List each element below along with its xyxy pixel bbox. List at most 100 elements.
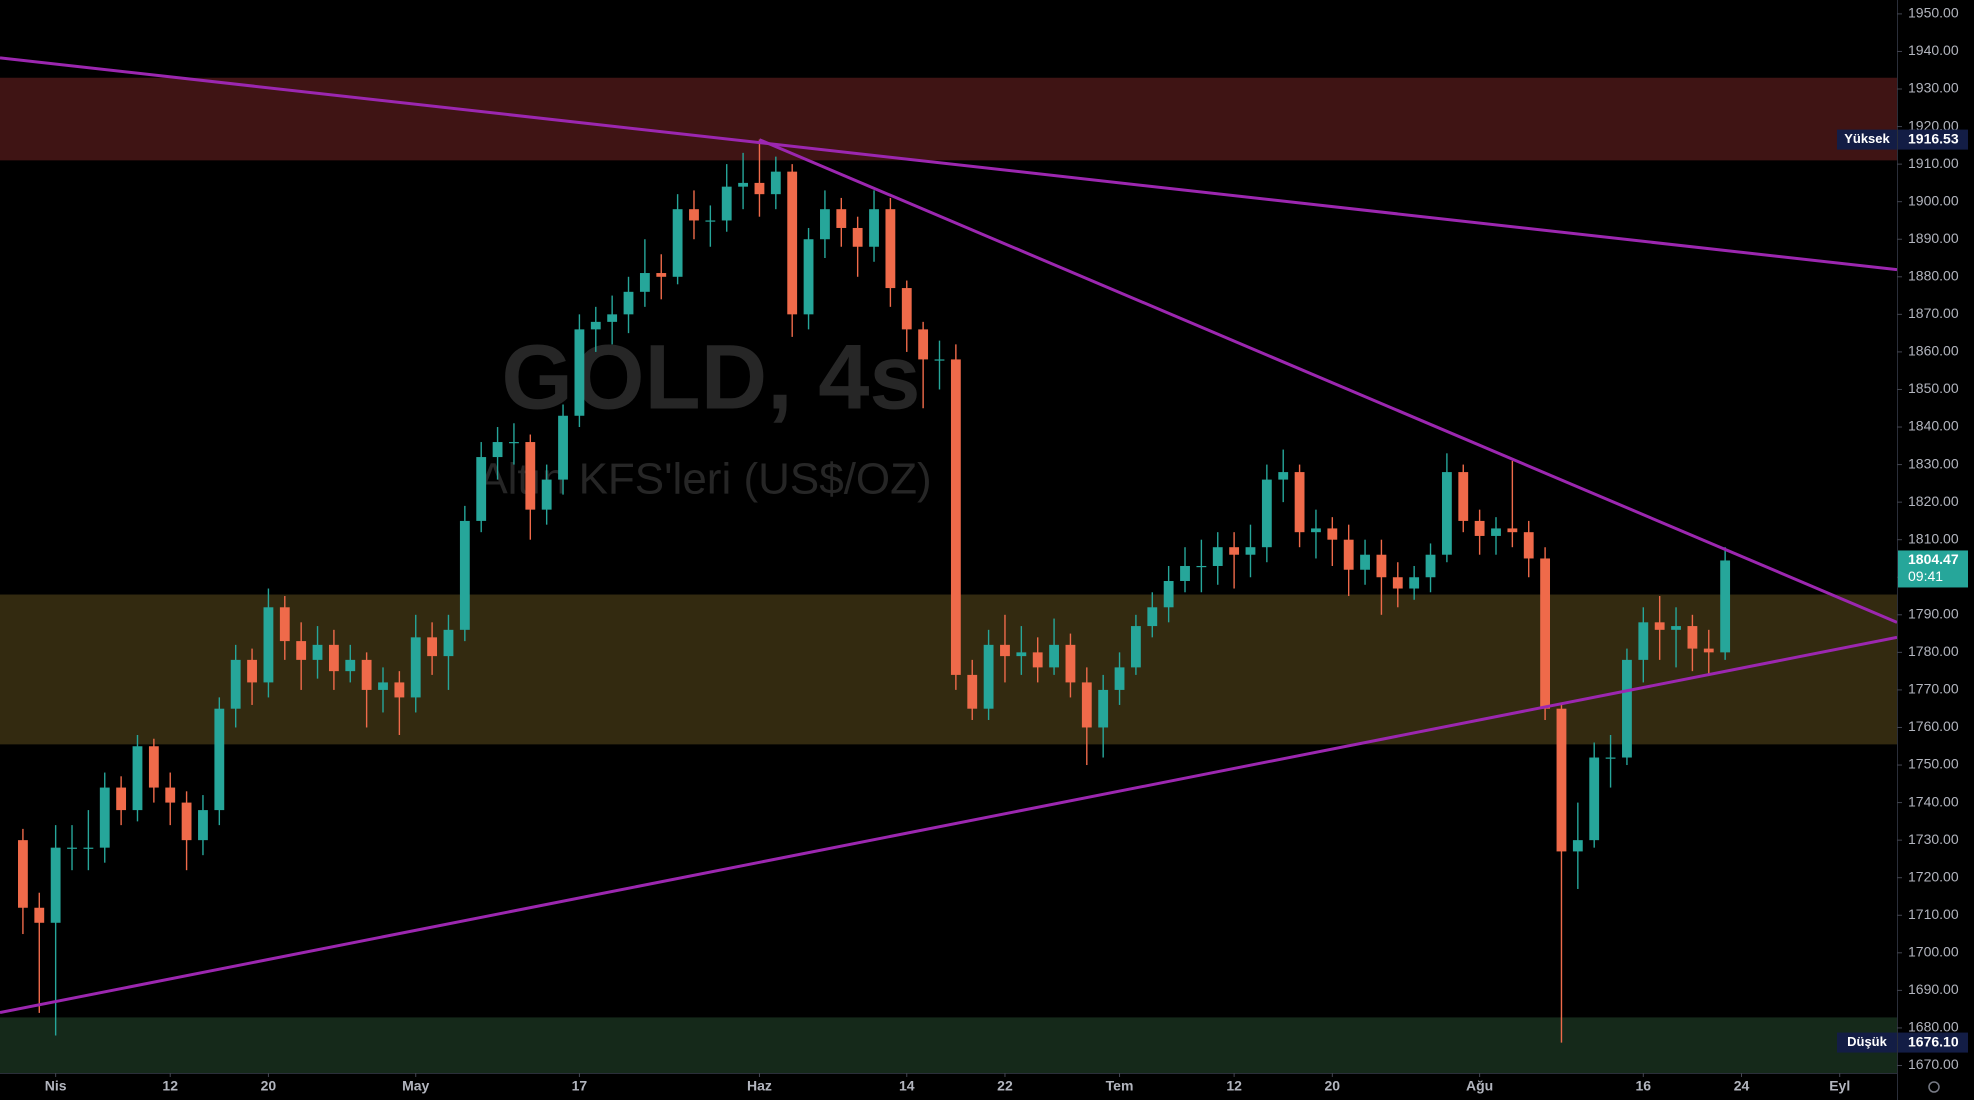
trend-line (0, 56, 1897, 272)
y-tick-label: 1700.00 (1908, 944, 1959, 960)
candle-body (50, 847, 61, 923)
candle-body (590, 321, 601, 330)
candle-body (836, 209, 847, 228)
candle-body (1572, 840, 1583, 852)
candle-body (1540, 558, 1551, 709)
candle-body (689, 209, 699, 221)
candle-body (459, 520, 470, 630)
candle-body (1245, 547, 1256, 555)
trend-line (758, 138, 1897, 624)
x-tick-label: 17 (572, 1078, 588, 1094)
y-tick-label: 1900.00 (1908, 192, 1959, 208)
trend-lines (0, 56, 1897, 1015)
y-tick-label: 1790.00 (1908, 606, 1959, 622)
candle-body (1016, 652, 1027, 657)
y-tick-label: 1690.00 (1908, 981, 1959, 997)
candle-body (721, 186, 732, 221)
candle-body (18, 840, 28, 908)
candle-body (34, 907, 45, 923)
y-tick-label: 1860.00 (1908, 343, 1959, 359)
candle-body (967, 674, 978, 709)
candle-body (99, 787, 110, 848)
candle-body (918, 329, 929, 360)
candle-body (901, 288, 912, 330)
candle-body (1081, 682, 1092, 728)
candle-body (1229, 547, 1240, 555)
candle-body (181, 802, 192, 841)
candle-body (1425, 554, 1436, 578)
x-tick-label: Haz (747, 1078, 772, 1094)
candle-body (1065, 644, 1076, 683)
y-tick-label: 1710.00 (1908, 906, 1959, 922)
candle-body (1147, 607, 1158, 627)
y-tick-label: 1730.00 (1908, 831, 1959, 847)
candle-body (214, 708, 225, 811)
candle-body (525, 442, 536, 510)
candle-body (623, 291, 634, 315)
candle-body (132, 746, 143, 811)
y-tick-label: 1820.00 (1908, 493, 1959, 509)
candle-body (1261, 479, 1272, 548)
candle-body (934, 359, 945, 361)
candle-body (296, 641, 307, 660)
candle-body (1376, 554, 1387, 578)
candle-body (541, 479, 552, 510)
y-tick-label: 1920.00 (1908, 117, 1959, 133)
candle-body (1114, 667, 1125, 690)
last-price-box (1898, 550, 1968, 588)
marker-name-box (1837, 129, 1897, 150)
candle-body (1507, 528, 1518, 533)
candle-body (361, 659, 372, 690)
last-price: 1804.47 (1908, 551, 1959, 567)
y-tick-label: 1670.00 (1908, 1056, 1959, 1072)
y-tick-label: 1840.00 (1908, 418, 1959, 434)
zone (0, 1017, 1897, 1073)
x-tick-label: 24 (1734, 1078, 1750, 1094)
candle-body (476, 457, 487, 521)
candle-body (950, 359, 961, 675)
candle-body (738, 182, 748, 187)
candle-body (558, 415, 568, 480)
x-tick-label: Eyl (1829, 1078, 1850, 1094)
y-tick-label: 1760.00 (1908, 718, 1959, 734)
candle-body (1556, 708, 1567, 852)
x-tick-label: Nis (45, 1078, 67, 1094)
candle-body (378, 682, 388, 690)
candle-body (1491, 528, 1501, 536)
x-tick-label: 20 (1325, 1078, 1341, 1094)
zone (0, 594, 1897, 745)
x-tick-label: May (402, 1078, 429, 1094)
candle-body (1687, 626, 1698, 649)
candle-body (672, 209, 683, 277)
x-tick-label: 12 (162, 1078, 178, 1094)
candle-body (574, 329, 585, 416)
candle-body (1327, 528, 1338, 540)
settings-icon[interactable] (1928, 1081, 1940, 1093)
x-tick-label: 12 (1226, 1078, 1242, 1094)
candle-body (83, 847, 94, 849)
candle-body (1441, 472, 1452, 555)
candle-body (1032, 652, 1043, 668)
y-tick-label: 1950.00 (1908, 5, 1959, 21)
candle-body (656, 273, 667, 277)
x-tick-label: Ağu (1466, 1078, 1493, 1094)
candle-body (312, 644, 323, 660)
candle-body (705, 220, 716, 222)
candle-body (509, 442, 519, 444)
watermark-subtitle: Altın KFS'leri (US$/OZ) (478, 455, 931, 504)
marker-value-box (1898, 1032, 1968, 1053)
candle-body (1311, 528, 1321, 533)
candle-body (852, 227, 863, 247)
x-tick-label: 14 (899, 1078, 915, 1094)
watermark-title: GOLD, 4s (501, 326, 920, 428)
candle-body (1638, 622, 1649, 660)
y-tick-label: 1750.00 (1908, 756, 1959, 772)
candle-body (1098, 689, 1109, 728)
x-tick-label: Tem (1106, 1078, 1134, 1094)
x-tick-label: 22 (997, 1078, 1013, 1094)
y-tick-label: 1780.00 (1908, 643, 1959, 659)
y-tick-label: 1810.00 (1908, 530, 1959, 546)
candle-body (198, 810, 208, 841)
